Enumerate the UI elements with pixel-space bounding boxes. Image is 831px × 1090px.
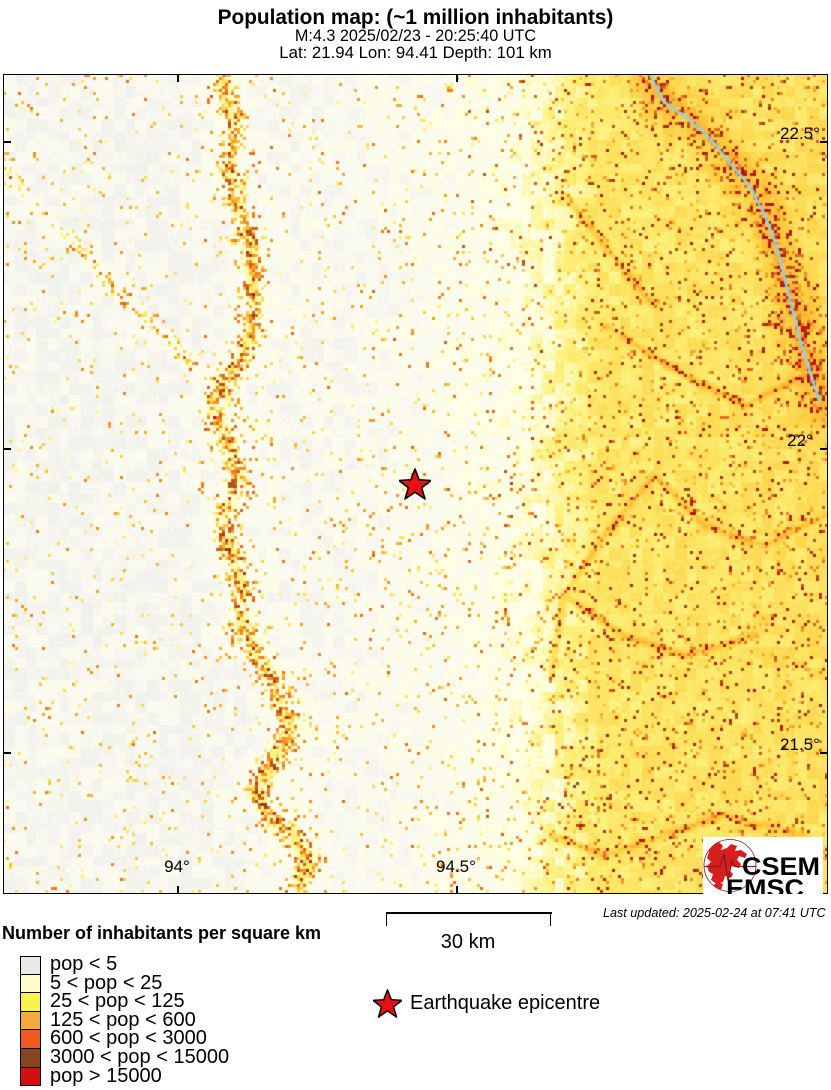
svg-text:EMSC: EMSC — [726, 875, 804, 894]
